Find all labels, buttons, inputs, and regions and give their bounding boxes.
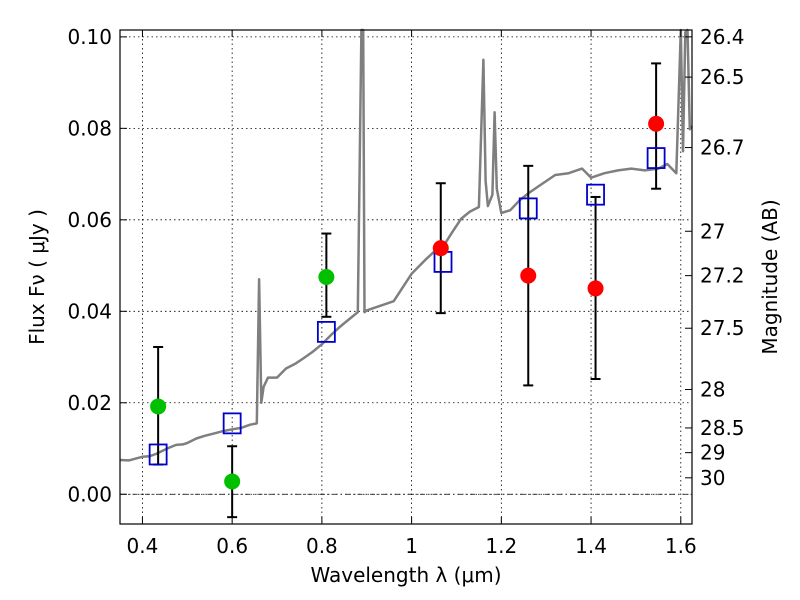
data-layer xyxy=(119,28,694,519)
y-right-axis-label: Magnitude (AB) xyxy=(758,199,782,354)
mag-tick-label: 28.5 xyxy=(700,416,745,440)
mag-tick-label: 30 xyxy=(700,466,725,490)
model-point xyxy=(316,320,336,343)
mag-tick-label: 27 xyxy=(700,219,725,243)
spectrum-line xyxy=(119,28,694,462)
model-point xyxy=(586,183,605,206)
x-axis-label: Wavelength λ (μm) xyxy=(310,563,501,587)
x-tick-label: 1.6 xyxy=(665,534,697,558)
mag-tick-label: 26.7 xyxy=(700,136,745,160)
grid xyxy=(120,30,692,524)
x-tick-label: 1.4 xyxy=(575,534,607,558)
model-point xyxy=(646,147,666,169)
mag-tick-label: 27.5 xyxy=(700,316,745,340)
x-tick-label: 0.4 xyxy=(127,534,159,558)
y-tick-label: 0.06 xyxy=(67,208,112,232)
x-tick-label: 0.6 xyxy=(216,534,248,558)
model-point xyxy=(518,197,538,220)
observed-point xyxy=(432,240,449,257)
y-axis-label: Flux Fν ( μJy ) xyxy=(25,209,49,345)
x-tick-label: 1.2 xyxy=(485,534,517,558)
y-tick-label: 0.10 xyxy=(67,25,112,49)
model-point xyxy=(222,412,242,435)
mag-tick-label: 26.5 xyxy=(700,65,745,89)
mag-tick-label: 26.4 xyxy=(700,25,745,49)
plot-frame xyxy=(119,29,693,525)
observed-point xyxy=(318,269,335,285)
observed-point xyxy=(224,473,241,490)
observed-point xyxy=(520,267,537,284)
observed-point xyxy=(648,115,665,132)
observed-point xyxy=(587,280,604,297)
y-tick-label: 0.02 xyxy=(67,391,112,415)
plot-area xyxy=(120,30,692,524)
y-tick-label: 0.08 xyxy=(67,116,112,140)
ticks: 0.4 0.6 0.8 1 1.2 1.4 1.6 0.00 0.02 0.04 0.06 0.08 0… xyxy=(67,25,744,558)
observed-point xyxy=(150,398,167,415)
mag-tick-label: 27.2 xyxy=(700,264,745,288)
x-tick-label: 1 xyxy=(405,534,418,558)
mag-tick-label: 28 xyxy=(700,378,725,402)
y-tick-label: 0.04 xyxy=(67,299,112,323)
mag-tick-label: 29 xyxy=(700,441,725,465)
x-tick-label: 0.8 xyxy=(306,534,338,558)
y-tick-label: 0.00 xyxy=(67,482,112,506)
model-point xyxy=(148,443,168,466)
